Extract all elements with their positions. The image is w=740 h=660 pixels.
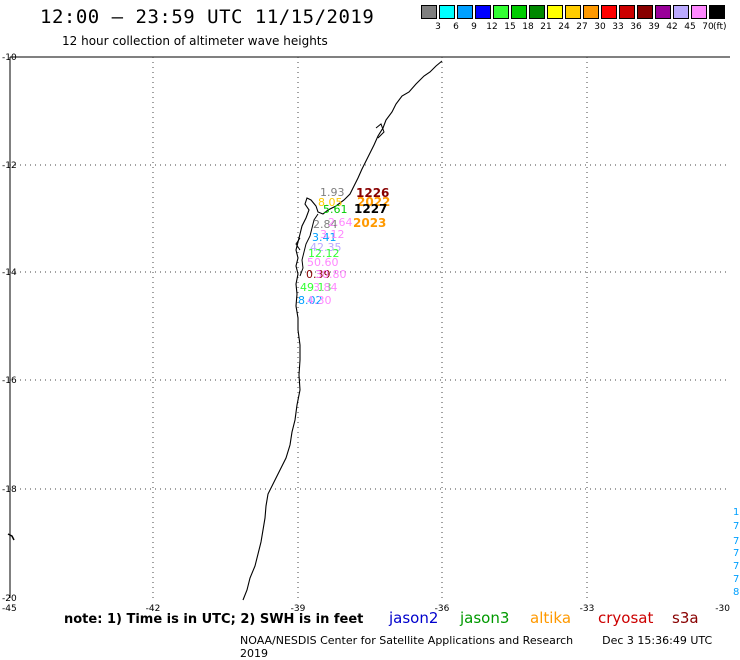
latitude-labels: -10 -12 -14 -16 -18 -20 [2, 53, 17, 604]
chart-subtitle: 12 hour collection of altimeter wave hei… [62, 34, 328, 48]
legend-swatch [547, 5, 563, 19]
legend-swatch [637, 5, 653, 19]
legend-swatch [511, 5, 527, 19]
observation-value: 12.12 [308, 247, 340, 260]
legend-label: 21 [540, 22, 552, 32]
observation-value: 3.41 [312, 231, 337, 244]
footer-credit: NOAA/NESDIS Center for Satellite Applica… [240, 634, 740, 660]
observation-value: 30.80 [315, 268, 347, 281]
legend-label: 33 [612, 22, 624, 32]
satellite-label: jason3 [460, 609, 510, 627]
legend-swatch [583, 5, 599, 19]
satellite-label: jason2 [389, 609, 439, 627]
legend-label: 6 [453, 22, 459, 32]
latitude-label: -10 [2, 53, 17, 63]
latitude-label: -12 [2, 161, 17, 171]
legend-label: 42 [666, 22, 678, 32]
legend-swatch [421, 5, 437, 19]
legend-swatch [493, 5, 509, 19]
observation-value: 49.13 [300, 281, 332, 294]
observation-value: 50.60 [307, 256, 339, 269]
legend-label: 18 [522, 22, 534, 32]
legend-unit: (ft) [713, 22, 727, 32]
longitude-label: -45 [2, 604, 17, 614]
observation-value: 42.35 [310, 241, 342, 254]
longitude-label: -39 [291, 604, 306, 614]
longitude-label: -30 [715, 604, 730, 614]
legend-swatch [475, 5, 491, 19]
legend-swatch [673, 5, 689, 19]
satellite-label: s3a [672, 609, 699, 627]
legend-label: 70 [702, 22, 714, 32]
legend-label: 24 [558, 22, 570, 32]
edge-observation-value: 7. [733, 574, 740, 585]
latitude-label: -18 [2, 485, 17, 495]
longitude-label: -33 [580, 604, 595, 614]
observation-value: 5.61 [323, 203, 348, 216]
edge-observation-value: 7 [733, 521, 739, 532]
island-mark [7, 533, 15, 541]
legend-label: 30 [594, 22, 606, 32]
edge-observation-value: 1 [733, 507, 739, 518]
map-frame [9, 56, 730, 598]
pass-time-label: 1227 [354, 202, 387, 216]
longitude-labels: -45 -42 -39 -36 -33 -30 [2, 604, 730, 614]
satellite-label: cryosat [598, 609, 654, 627]
legend-label: 27 [576, 22, 588, 32]
edge-observation-value: 7 [733, 536, 739, 547]
legend-label: 39 [648, 22, 660, 32]
legend-swatch [709, 5, 725, 19]
latitude-label: -20 [2, 594, 17, 604]
legend-swatch [529, 5, 545, 19]
legend-label: 9 [471, 22, 477, 32]
latitude-label: -16 [2, 376, 17, 386]
edge-observation-value: 8. [733, 587, 740, 598]
observation-value: 3.12 [320, 228, 345, 241]
legend-label: 45 [684, 22, 696, 32]
footer-note: note: 1) Time is in UTC; 2) SWH is in fe… [64, 612, 364, 627]
coastline [242, 60, 443, 601]
observation-value: 3.84 [313, 281, 338, 294]
legend-swatch [619, 5, 635, 19]
legend-swatch [655, 5, 671, 19]
legend-label: 36 [630, 22, 642, 32]
observation-value: 4.30 [307, 294, 332, 307]
observation-value: 8.05 [318, 196, 343, 209]
legend-label: 12 [486, 22, 498, 32]
longitude-label: -36 [435, 604, 450, 614]
edge-observation-value: 7 [733, 548, 739, 559]
observation-value: 8.02 [298, 294, 323, 307]
legend-label: 3 [435, 22, 441, 32]
chart-title: 12:00 — 23:59 UTC 11/15/2019 [40, 6, 375, 28]
longitude-label: -42 [146, 604, 161, 614]
legend-swatch [601, 5, 617, 19]
legend-swatch [457, 5, 473, 19]
observation-value: 0.39 [306, 268, 331, 281]
satellite-label: altika [530, 609, 572, 627]
pass-time-label: 2022 [357, 195, 390, 209]
legend-swatch [691, 5, 707, 19]
legend-label: 15 [504, 22, 516, 32]
observation-value: 2.64 [328, 216, 353, 229]
pass-time-label: 1226 [356, 186, 389, 200]
observation-value: 2.84 [313, 218, 338, 231]
edge-observation-value: 7 [733, 561, 739, 572]
credit-text: NOAA/NESDIS Center for Satellite Applica… [240, 634, 574, 647]
map-grid [10, 57, 730, 598]
legend-swatch [439, 5, 455, 19]
bay-inlet [295, 123, 385, 277]
latitude-label: -14 [2, 268, 17, 278]
observation-value: 1.93 [320, 186, 345, 199]
observation-values: 1.938.055.61 2.842.64 3.413.1242.3512.1250… [298, 186, 353, 307]
legend-swatch [565, 5, 581, 19]
pass-time-label: 2023 [353, 216, 386, 230]
